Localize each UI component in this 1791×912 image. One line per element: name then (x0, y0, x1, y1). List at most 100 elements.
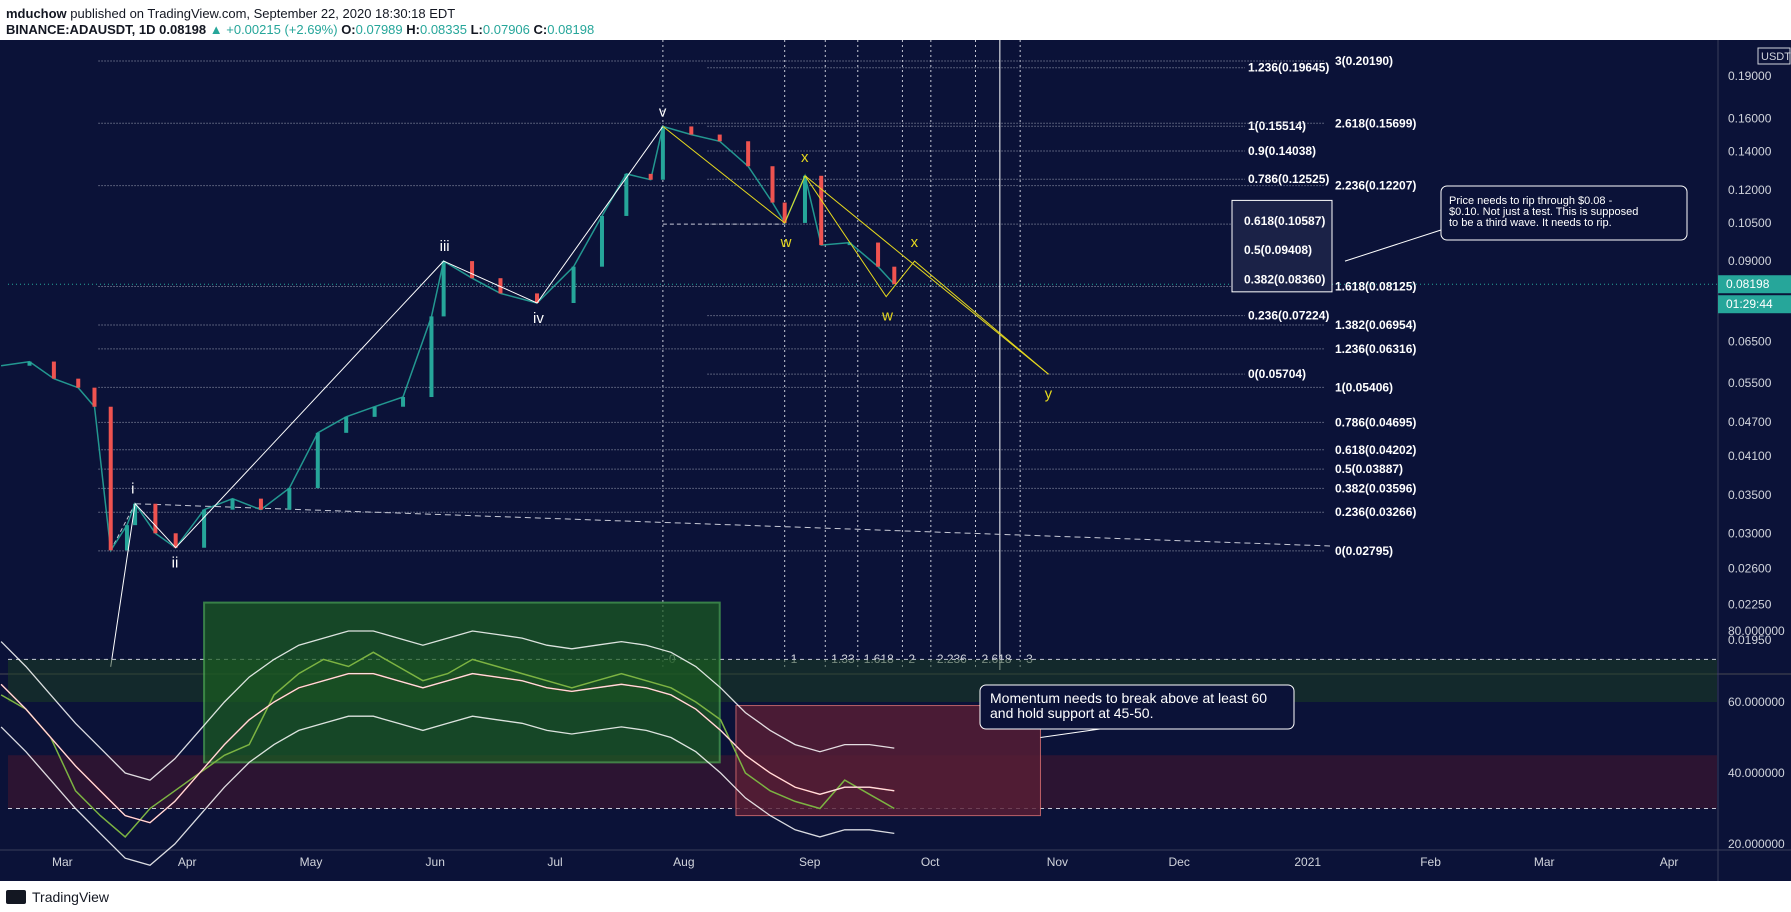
candle-body (153, 503, 158, 534)
fib-level-label: 2.236(0.12207) (1335, 179, 1416, 193)
green-range-box (203, 601, 721, 764)
time-fib-label: 3 (1026, 652, 1033, 666)
symbol-label: BINANCE:ADAUSDT, 1D (6, 22, 156, 37)
note-pointer (1344, 229, 1442, 262)
fib-level-label: 1.618(0.08125) (1335, 279, 1416, 293)
fib-level-label: 0(0.02795) (1335, 544, 1393, 558)
candle-body (202, 509, 207, 548)
y-tick-label: 0.04700 (1728, 415, 1772, 429)
x-tick-label: Apr (1660, 855, 1679, 869)
x-tick-label: Jul (547, 855, 562, 869)
low-value: 0.07906 (482, 22, 530, 37)
wxy-label: x (801, 149, 809, 166)
countdown-tag (1718, 295, 1791, 314)
wxy-label: x (911, 234, 919, 251)
x-tick-label: Mar (1534, 855, 1555, 869)
wave-label: v (659, 103, 667, 120)
brand-name: TradingView (32, 889, 110, 905)
momentum-note-box (979, 684, 1295, 730)
candle-body (571, 266, 576, 303)
x-tick-label: Jun (426, 855, 445, 869)
candle-body (717, 134, 722, 142)
candle-body (401, 397, 406, 407)
fib-level-label: 0.786(0.12525) (1248, 172, 1329, 186)
last-price: 0.08198 (159, 22, 207, 37)
publish-line: mduchow published on TradingView.com, Se… (6, 6, 455, 21)
candle-body (660, 126, 665, 180)
momentum-note-text: and hold support at 45-50. (990, 705, 1153, 721)
open-value: 0.07989 (355, 22, 403, 37)
fib-level-label: 1(0.15514) (1248, 119, 1306, 133)
momentum-tick-label: 20.000000 (1728, 837, 1785, 851)
publish-text: published on TradingView.com, September … (70, 6, 456, 21)
fib-zone-box (1231, 199, 1333, 293)
fib-level-label: 0.5(0.03887) (1335, 462, 1403, 476)
candle-body (92, 387, 97, 407)
y-tick-label: 0.01950 (1728, 633, 1772, 647)
currency-label: USDT (1761, 51, 1791, 63)
candle-body (770, 166, 775, 203)
candle-body (372, 406, 377, 417)
candle-body (648, 173, 653, 180)
wxy-label: w (780, 234, 792, 251)
momentum-tick-label: 80.000000 (1728, 624, 1785, 638)
candle-body (344, 416, 349, 433)
elliott-wave-line (110, 126, 664, 667)
y-tick-label: 0.19000 (1728, 69, 1772, 83)
fib-level-label: 0.236(0.03266) (1335, 505, 1416, 519)
y-tick-label: 0.02600 (1728, 562, 1772, 576)
trendline-leg (110, 503, 136, 551)
chart-area[interactable]: 0.19000 0.16000 0.14000 0.12000 0.10500 0.090… (0, 40, 1791, 881)
note-text: Price needs to rip through $0.08 - (1449, 195, 1613, 207)
time-fib-label: 2 (908, 652, 915, 666)
chart-header: mduchow published on TradingView.com, Se… (0, 0, 1791, 40)
momentum-note-text: Momentum needs to break above at least 6… (990, 690, 1267, 706)
long-trendline (135, 503, 1331, 547)
x-tick-label: Dec (1169, 855, 1190, 869)
candle-body (173, 533, 178, 548)
fib-level-label: 0.382(0.03596) (1335, 481, 1416, 495)
wave-label: ii (172, 555, 179, 572)
fib-level-label: 0.786(0.04695) (1335, 415, 1416, 429)
chart-svg[interactable]: 0.19000 0.16000 0.14000 0.12000 0.10500 0.090… (0, 40, 1791, 881)
wxy-channel-line (804, 175, 1049, 375)
y-tick-label: 0.16000 (1728, 112, 1772, 126)
momentum-envelope-line (0, 672, 895, 824)
candle-body (624, 173, 629, 216)
countdown-tag-label: 01:29:44 (1726, 297, 1773, 311)
x-tick-label: May (300, 855, 323, 869)
candle-body (892, 266, 897, 285)
tradingview-logo-icon[interactable] (6, 890, 26, 904)
candle-body (230, 498, 235, 510)
x-tick-label: Nov (1047, 855, 1068, 869)
candle-body (819, 175, 824, 246)
y-tick-label: 0.03000 (1728, 526, 1772, 540)
x-tick-label: Mar (52, 855, 73, 869)
publisher-name[interactable]: mduchow (6, 6, 67, 21)
candle-body (599, 215, 604, 267)
candle-body (746, 141, 751, 167)
fib-level-label: 0.236(0.07224) (1248, 309, 1329, 323)
x-tick-label: 2021 (1294, 855, 1321, 869)
candle-body (847, 242, 852, 246)
y-tick-label: 0.04100 (1728, 449, 1772, 463)
candle-body (802, 175, 807, 223)
candle-body (124, 525, 129, 551)
last-price-tag-label: 0.08198 (1726, 277, 1770, 291)
x-tick-label: Oct (921, 855, 940, 869)
candle-body (27, 361, 32, 366)
high-value: 0.08335 (419, 22, 467, 37)
fib-level-label: 1(0.05406) (1335, 380, 1393, 394)
fib-level-label: 1.382(0.06954) (1335, 318, 1416, 332)
momentum-envelope-line (0, 715, 895, 867)
candle-body (258, 498, 263, 510)
fib-level-label: 3(0.20190) (1335, 54, 1393, 68)
price-line (0, 125, 895, 553)
high-label: H: (406, 22, 420, 37)
candle-body (689, 126, 694, 135)
wxy-path (662, 126, 1049, 375)
candle-body (287, 488, 292, 510)
wave-label: i (131, 481, 134, 498)
wave-label: iii (440, 238, 450, 255)
candle-body (535, 293, 540, 303)
